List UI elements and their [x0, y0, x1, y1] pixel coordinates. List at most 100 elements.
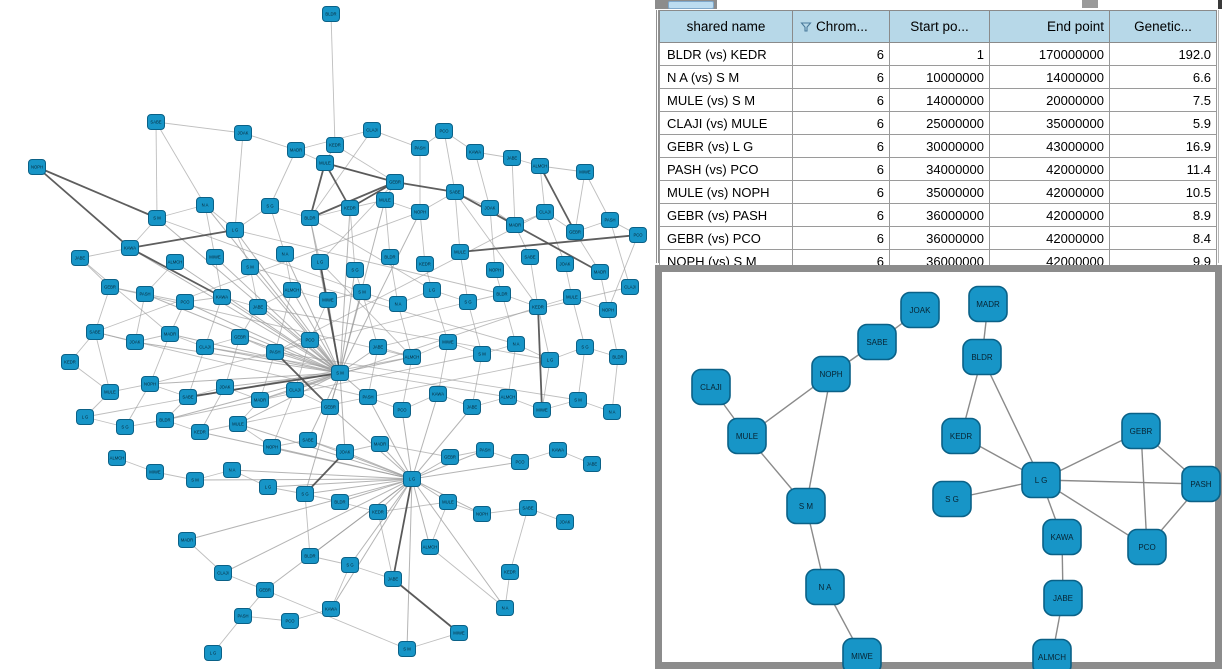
column-header[interactable]: shared name [659, 10, 793, 43]
cell-value[interactable]: 1 [889, 42, 990, 66]
network-node[interactable]: L G [76, 409, 94, 425]
node-shape[interactable] [196, 197, 214, 213]
network-node[interactable]: GEBR [256, 582, 274, 598]
node-shape[interactable] [857, 323, 897, 361]
cell-value[interactable]: 6 [792, 226, 890, 250]
network-node[interactable]: CLAJI [363, 122, 381, 138]
network-node[interactable]: PASH [234, 608, 252, 624]
network-edge[interactable] [204, 204, 216, 258]
network-node[interactable]: PCO [301, 332, 319, 348]
network-edge[interactable] [411, 461, 521, 480]
node-shape[interactable] [473, 346, 491, 362]
network-node[interactable]: MIWE [439, 334, 457, 350]
network-node[interactable]: SABE [179, 389, 197, 405]
network-edge[interactable] [507, 343, 517, 398]
cell-value[interactable]: 11.4 [1109, 157, 1217, 181]
network-edge-heavy[interactable] [537, 306, 543, 411]
network-node[interactable]: MADR [591, 264, 609, 280]
node-shape[interactable] [331, 365, 349, 381]
node-shape[interactable] [583, 456, 601, 472]
node-shape[interactable] [234, 608, 252, 624]
network-edge[interactable] [339, 291, 363, 374]
network-node[interactable]: NOPH [28, 159, 46, 175]
node-shape[interactable] [176, 294, 194, 310]
node-shape[interactable] [439, 494, 457, 510]
node-shape[interactable] [521, 249, 539, 265]
cell-value[interactable]: 16.9 [1109, 134, 1217, 158]
network-edge[interactable] [129, 247, 341, 374]
network-node[interactable]: BLDR [381, 249, 399, 265]
cell-value[interactable]: 170000000 [989, 42, 1110, 66]
network-node[interactable]: PCO [281, 613, 299, 629]
network-edge[interactable] [267, 478, 413, 488]
node-shape[interactable] [261, 198, 279, 214]
node-shape[interactable] [393, 402, 411, 418]
network-node[interactable]: MADR [178, 532, 196, 548]
column-header[interactable]: End point [989, 10, 1110, 43]
node-shape[interactable] [319, 292, 337, 308]
node-shape[interactable] [322, 6, 340, 22]
network-node[interactable]: MADR [506, 217, 524, 233]
node-shape[interactable] [301, 332, 319, 348]
node-shape[interactable] [376, 192, 394, 208]
node-shape[interactable] [446, 184, 464, 200]
node-shape[interactable] [576, 339, 594, 355]
network-node[interactable]: MADR [161, 326, 179, 342]
network-edge[interactable] [271, 446, 413, 480]
network-node[interactable]: ALMCH [283, 282, 301, 298]
network-edge[interactable] [401, 409, 413, 480]
node-shape[interactable] [231, 329, 249, 345]
network-node[interactable]: NOPH [599, 302, 617, 318]
node-shape[interactable] [126, 334, 144, 350]
node-shape[interactable] [541, 352, 559, 368]
cell-value[interactable]: 35000000 [989, 111, 1110, 135]
network-node[interactable]: NOPH [811, 355, 851, 393]
network-edge[interactable] [184, 301, 341, 374]
node-shape[interactable] [591, 264, 609, 280]
network-edge[interactable] [149, 372, 341, 385]
network-node[interactable]: MULE [101, 384, 119, 400]
node-shape[interactable] [900, 291, 940, 329]
network-node[interactable]: JABE [249, 299, 267, 315]
main-network-view[interactable]: BLDR KEDR MULE NOPH SABE JOAK MADR CLAJI GEBR PAS… [0, 0, 648, 669]
cell-value[interactable]: 8.4 [1109, 226, 1217, 250]
network-node[interactable]: JABE [583, 456, 601, 472]
network-edge[interactable] [431, 289, 449, 343]
network-node[interactable]: MIWE [450, 625, 468, 641]
network-node[interactable]: MADR [371, 436, 389, 452]
node-shape[interactable] [473, 506, 491, 522]
node-shape[interactable] [331, 494, 349, 510]
node-shape[interactable] [369, 504, 387, 520]
network-edge[interactable] [79, 257, 171, 335]
network-edge[interactable] [541, 359, 551, 411]
node-shape[interactable] [322, 601, 340, 617]
node-shape[interactable] [191, 424, 209, 440]
network-node[interactable]: MADR [251, 392, 269, 408]
network-node[interactable]: SABE [86, 324, 104, 340]
network-node[interactable]: SABE [519, 500, 537, 516]
network-node[interactable]: L G [423, 282, 441, 298]
node-shape[interactable] [501, 564, 519, 580]
cell-value[interactable]: 36000000 [889, 203, 990, 227]
node-shape[interactable] [962, 338, 1002, 376]
cell-shared-name[interactable]: GEBR (vs) PCO [659, 226, 793, 250]
network-node[interactable]: L G [541, 352, 559, 368]
node-shape[interactable] [476, 442, 494, 458]
network-node[interactable]: CLAJI [214, 565, 232, 581]
network-node[interactable]: PASH [136, 286, 154, 302]
node-shape[interactable] [241, 259, 259, 275]
network-node[interactable]: SABE [147, 114, 165, 130]
table-row[interactable]: PASH (vs) PCO 6 34000000 42000000 11.4 [659, 157, 1217, 181]
network-node[interactable]: GEBR [321, 399, 339, 415]
network-node[interactable]: N A [603, 404, 621, 420]
node-shape[interactable] [204, 645, 222, 661]
network-edge[interactable] [805, 373, 832, 507]
scrollbar-thumb[interactable] [668, 1, 714, 9]
node-shape[interactable] [61, 354, 79, 370]
network-edge-heavy[interactable] [36, 166, 158, 219]
node-shape[interactable] [369, 339, 387, 355]
network-node[interactable]: BLDR [962, 338, 1002, 376]
cell-value[interactable]: 42000000 [989, 226, 1110, 250]
network-node[interactable]: N A [496, 600, 514, 616]
cell-value[interactable]: 42000000 [989, 157, 1110, 181]
